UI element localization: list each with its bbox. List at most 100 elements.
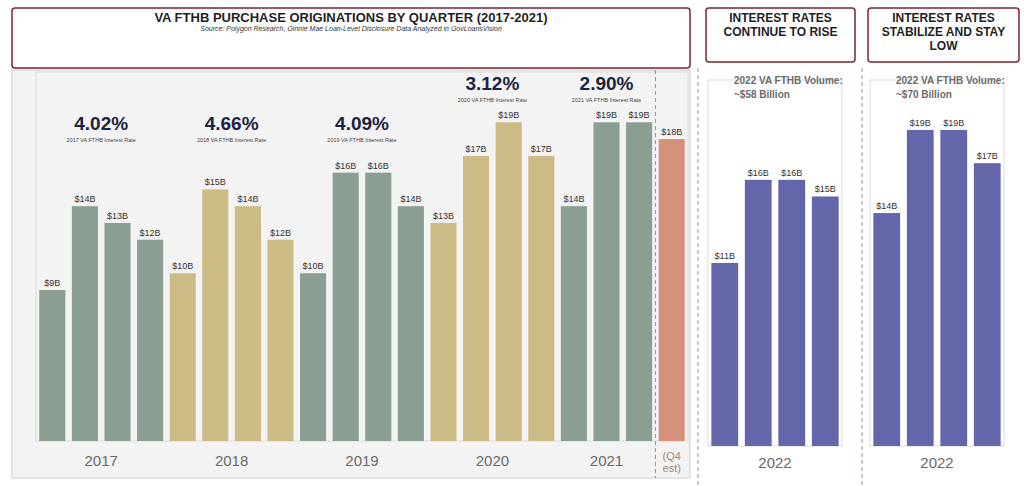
group-label: 2021 — [590, 452, 623, 469]
data-label: $14B — [237, 194, 258, 204]
rate-caption: 2019 VA FTHB Interest Rate — [327, 137, 396, 143]
estimate-separator — [655, 70, 656, 478]
rate-annotation: 4.09% — [335, 113, 389, 134]
bar — [711, 263, 738, 446]
bars — [39, 122, 684, 441]
data-label: $17B — [977, 151, 998, 161]
chart-panel: INTEREST RATESSTABILIZE AND STAYLOW 2022 … — [868, 8, 1019, 478]
data-label: $12B — [140, 228, 161, 238]
group-label: 2018 — [215, 452, 248, 469]
chart-title: VA FTHB PURCHASE ORIGINATIONS BY QUARTER… — [154, 10, 547, 25]
chart-canvas: VA FTHB PURCHASE ORIGINATIONS BY QUARTER… — [0, 0, 1024, 486]
chart-subtitle: ~$70 Billion — [896, 89, 952, 100]
chart-panel: INTEREST RATESCONTINUE TO RISE 2022 VA FT… — [706, 8, 855, 478]
bar — [398, 206, 424, 441]
data-label: $13B — [433, 211, 454, 221]
panel-background — [12, 70, 690, 478]
bar — [72, 206, 98, 441]
bar — [659, 139, 685, 441]
data-label: $10B — [303, 261, 324, 271]
data-label: $15B — [815, 184, 836, 194]
panel-separator — [862, 68, 863, 486]
bar — [626, 122, 652, 441]
bar — [104, 223, 130, 441]
chart-subtitle: 2022 VA FTHB Volume: — [896, 75, 1005, 86]
bars — [711, 180, 838, 446]
data-labels: $11B $16B $16B $15B — [715, 168, 836, 261]
bar — [778, 180, 805, 446]
data-label: $13B — [107, 211, 128, 221]
data-label: $19B — [629, 110, 650, 120]
bar — [365, 173, 391, 441]
chart-title: INTEREST RATESSTABILIZE AND STAYLOW — [882, 11, 1005, 53]
bar — [170, 273, 196, 441]
rate-annotation: 3.12% — [465, 73, 519, 94]
bar — [873, 213, 900, 446]
data-label: $18B — [661, 127, 682, 137]
data-label: $14B — [400, 194, 421, 204]
title-box — [706, 8, 855, 62]
rate-caption: 2021 VA FTHB Interest Rate — [572, 97, 641, 103]
background — [0, 0, 1024, 486]
bar — [235, 206, 261, 441]
data-label: $9B — [44, 278, 60, 288]
data-label: $15B — [205, 177, 226, 187]
chart-panel: VA FTHB PURCHASE ORIGINATIONS BY QUARTER… — [12, 8, 690, 478]
bar — [333, 173, 359, 441]
group-label: 2022 — [920, 454, 953, 471]
data-label: $14B — [563, 194, 584, 204]
chart-subtitle: 2022 VA FTHB Volume: — [734, 75, 843, 86]
data-label: $19B — [910, 118, 931, 128]
title-box — [868, 8, 1019, 62]
bars — [873, 130, 1000, 446]
data-label: $19B — [943, 118, 964, 128]
chart-title: INTEREST RATESCONTINUE TO RISE — [724, 11, 838, 39]
bar — [137, 240, 163, 441]
bar — [974, 163, 1001, 446]
group-label: 2017 — [85, 452, 118, 469]
rate-caption: 2018 VA FTHB Interest Rate — [197, 137, 266, 143]
bar — [39, 290, 65, 441]
bar — [496, 122, 522, 441]
data-label: $14B — [74, 194, 95, 204]
bar — [561, 206, 587, 441]
bar — [940, 130, 967, 446]
data-labels: $9B $14B $13B $12B $10B $15B $14B $12B $10B $16B $… — [44, 110, 682, 288]
bar — [300, 273, 326, 441]
plot-frame — [708, 80, 842, 446]
rate-caption: 2020 VA FTHB Interest Rate — [458, 97, 527, 103]
data-label: $16B — [748, 168, 769, 178]
data-label: $11B — [715, 251, 735, 261]
bar — [463, 156, 489, 441]
data-label: $19B — [596, 110, 617, 120]
panel-background — [706, 70, 855, 478]
group-label: (Q4est) — [663, 450, 681, 474]
bar — [745, 180, 772, 446]
data-label: $16B — [781, 168, 802, 178]
data-label: $16B — [335, 161, 356, 171]
data-label: $17B — [466, 144, 487, 154]
bar — [202, 189, 228, 441]
bar — [907, 130, 934, 446]
plot-frame — [870, 80, 1004, 446]
plot-frame — [36, 72, 688, 441]
data-label: $19B — [498, 110, 519, 120]
rate-annotation: 4.66% — [205, 113, 259, 134]
chart-subtitle: ~$58 Billion — [734, 89, 790, 100]
group-label: 2019 — [345, 452, 378, 469]
group-label: 2020 — [476, 452, 509, 469]
data-labels: $14B $19B $19B $17B — [876, 118, 998, 211]
bar — [267, 240, 293, 441]
panel-separator — [698, 68, 699, 486]
rate-annotation: 4.02% — [74, 113, 128, 134]
data-label: $14B — [876, 201, 897, 211]
rate-caption: 2017 VA FTHB Interest Rate — [67, 137, 136, 143]
chart-subtitle: Source: Polygon Research, Ginnie Mae Loa… — [200, 25, 502, 33]
data-label: $10B — [172, 261, 193, 271]
rate-annotation: 2.90% — [580, 73, 634, 94]
bar — [812, 196, 839, 446]
data-label: $12B — [270, 228, 291, 238]
data-label: $17B — [531, 144, 552, 154]
bar — [528, 156, 554, 441]
bar — [430, 223, 456, 441]
